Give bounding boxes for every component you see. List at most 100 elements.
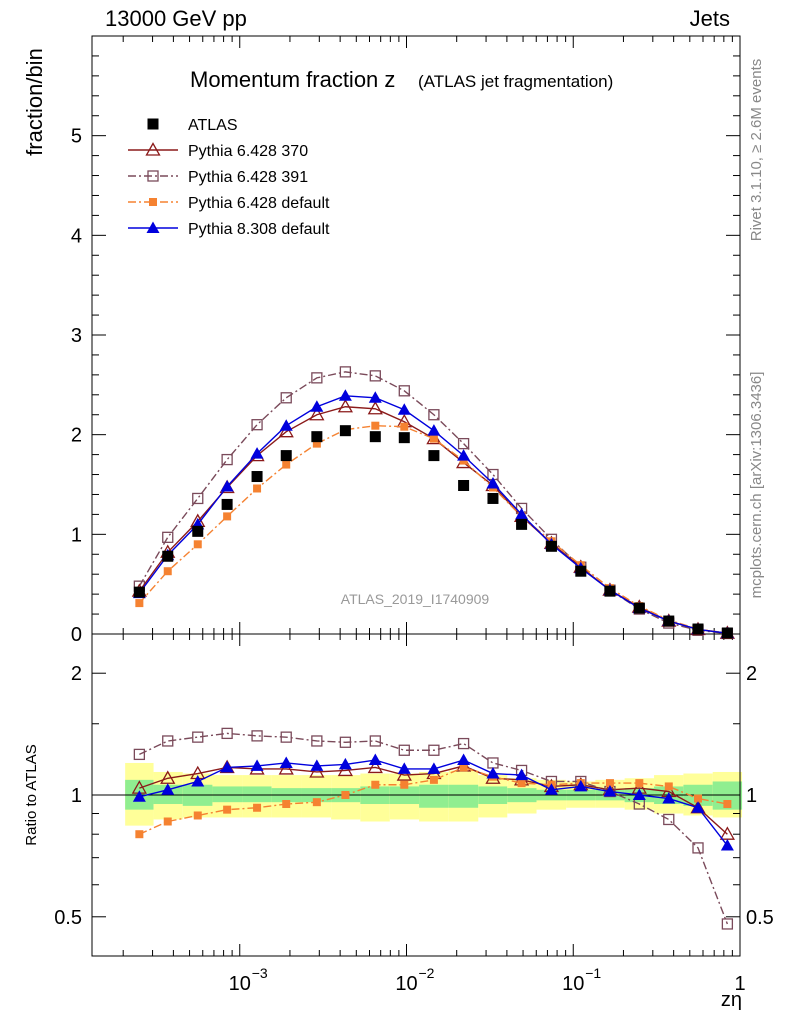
legend-label: Pythia 6.428 391	[188, 169, 308, 186]
ratio-point	[457, 753, 471, 766]
ratio-point	[429, 775, 438, 784]
ratio-point	[635, 779, 644, 788]
data-point	[428, 450, 440, 462]
y-tick-label: 4	[71, 225, 82, 247]
data-point	[545, 540, 557, 552]
data-point	[337, 398, 353, 413]
data-point	[516, 518, 528, 530]
data-point	[369, 431, 381, 443]
data-point	[692, 623, 704, 635]
data-point	[279, 419, 293, 431]
ratio-point	[312, 798, 321, 807]
chart-subtitle: (ATLAS jet fragmentation)	[418, 72, 613, 91]
data-point	[400, 422, 409, 431]
ratio-point	[223, 805, 232, 814]
data-point	[310, 400, 324, 412]
ratio-point	[457, 737, 470, 750]
ratio-y-tick-label-right: 2	[746, 663, 757, 685]
data-point	[163, 567, 172, 576]
band-inner	[212, 786, 243, 803]
ratio-point	[251, 730, 263, 742]
ratio-point	[663, 813, 675, 826]
y-tick-label: 0	[71, 624, 82, 646]
ratio-point	[398, 744, 410, 756]
y-tick-label: 3	[71, 325, 82, 347]
data-point	[458, 479, 470, 491]
data-point	[663, 615, 675, 627]
legend: ATLAS Pythia 6.428 370 Pythia 6.428 391 Pyt…	[128, 117, 330, 238]
data-point	[250, 447, 264, 459]
ratio-point	[253, 803, 262, 812]
ratio-point	[341, 791, 350, 799]
legend-marker	[147, 170, 159, 182]
ratio-y-tick-label: 0.5	[54, 907, 82, 929]
legend-label: Pythia 8.308 default	[188, 221, 330, 238]
y-tick-label: 1	[71, 524, 82, 546]
ratio-point	[278, 761, 294, 775]
ratio-point	[720, 839, 734, 851]
data-point	[515, 507, 529, 520]
legend-label: Pythia 6.428 370	[188, 143, 308, 160]
ratio-point	[544, 783, 558, 795]
data-point	[457, 437, 470, 450]
x-tick-exponent: −1	[585, 965, 601, 981]
ratio-point	[192, 731, 204, 743]
ratio-point	[282, 800, 291, 809]
ratio-point	[692, 842, 704, 854]
ratio-point	[459, 763, 468, 772]
ratio-point	[133, 748, 146, 761]
ratio-y-tick-label: 1	[71, 785, 82, 807]
data-point	[486, 477, 500, 489]
data-point	[312, 439, 321, 448]
ratio-plot-series	[131, 727, 735, 930]
ratio-point	[427, 762, 441, 774]
ratio-point	[723, 800, 732, 809]
data-point	[135, 599, 144, 608]
ratio-point	[664, 782, 673, 791]
data-point	[162, 531, 174, 543]
data-point	[280, 392, 292, 404]
ratio-point	[367, 759, 383, 774]
legend-marker	[149, 198, 157, 206]
ratio-point	[280, 731, 292, 743]
data-point	[220, 479, 234, 492]
ratio-point	[279, 756, 293, 768]
data-point	[487, 492, 499, 504]
data-point	[223, 512, 232, 521]
mcplots-credit-label: mcplots.cern.ch [arXiv:1306.3436]	[748, 372, 765, 599]
ratio-point	[515, 768, 529, 781]
ratio-point	[193, 811, 202, 820]
legend-label: ATLAS	[188, 117, 238, 134]
data-point	[428, 409, 440, 421]
ratio-point	[310, 759, 324, 771]
ratio-series-line	[139, 766, 728, 835]
x-tick-exponent: −3	[252, 965, 268, 981]
ratio-point	[221, 727, 233, 740]
data-point	[280, 450, 292, 462]
data-point	[575, 565, 587, 577]
data-point	[604, 585, 616, 597]
x-tick-label: 1	[734, 973, 745, 995]
ratio-point	[721, 918, 734, 930]
data-point	[278, 423, 294, 438]
data-point	[339, 425, 351, 437]
ratio-point	[337, 762, 353, 777]
main-plot-series	[131, 366, 735, 640]
legend-marker	[146, 221, 160, 233]
ratio-point	[605, 779, 614, 788]
data-point	[282, 460, 291, 469]
x-tick-label: 10	[562, 973, 584, 995]
x-axis-label: zη	[721, 989, 742, 1011]
ratio-point	[160, 770, 176, 784]
ratio-point	[309, 764, 325, 778]
ratio-point	[574, 779, 588, 792]
ratio-point	[339, 736, 352, 748]
x-tick-label: 10	[395, 973, 417, 995]
data-point	[192, 492, 204, 505]
data-point	[371, 421, 380, 430]
data-point	[251, 419, 263, 431]
ratio-y-tick-label-right: 0.5	[746, 907, 774, 929]
rivet-version-label: Rivet 3.1.10, ≥ 2.6M events	[748, 59, 765, 242]
